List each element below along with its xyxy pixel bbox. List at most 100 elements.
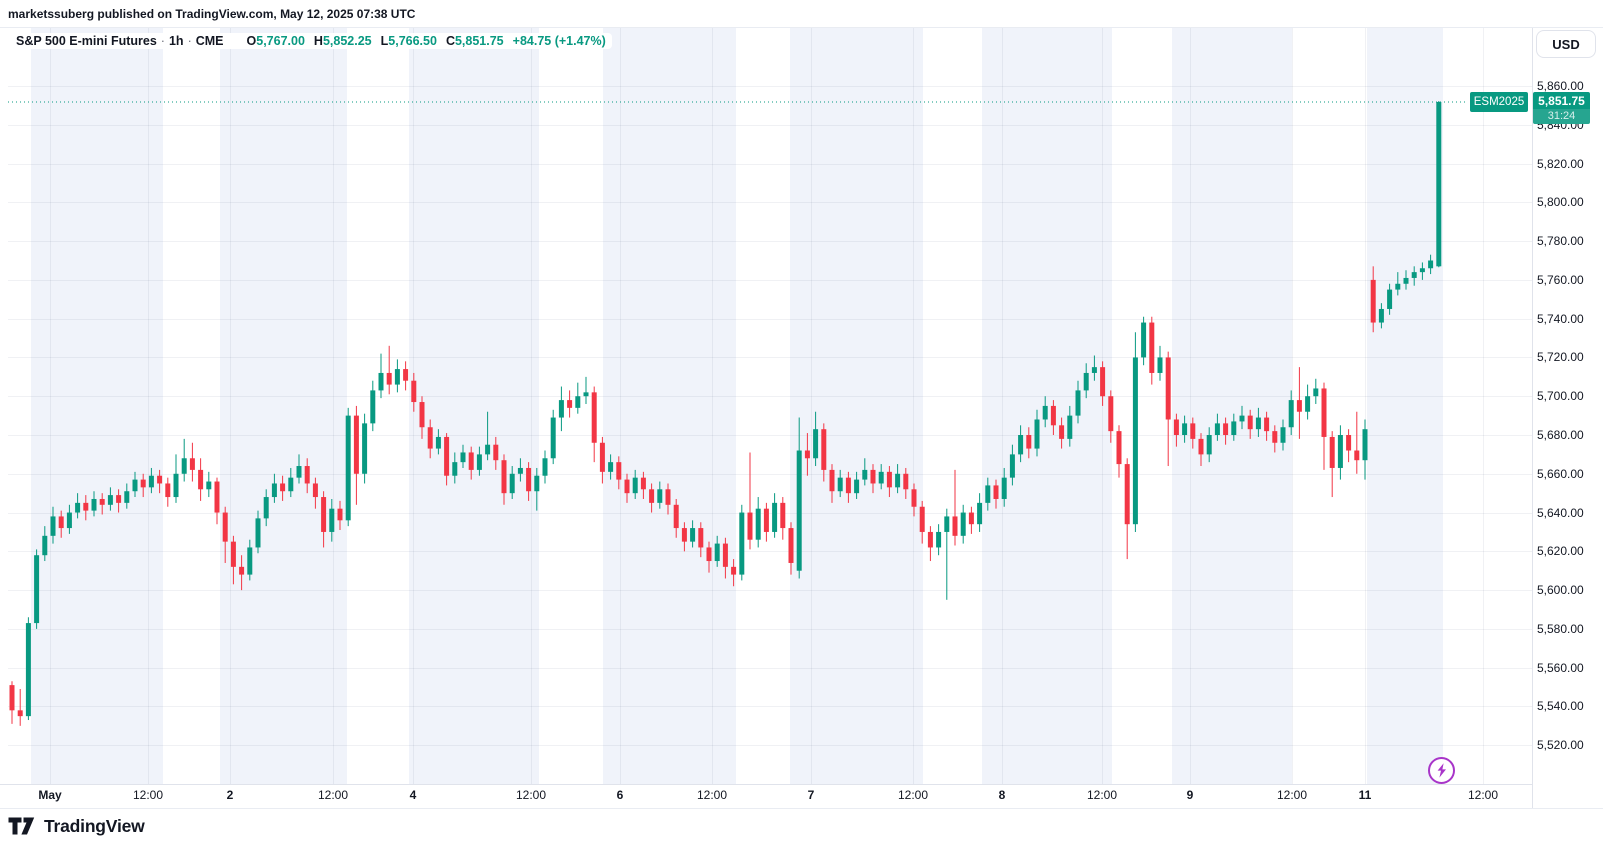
candle-body-down[interactable] [230, 541, 236, 567]
candle-body-up[interactable] [263, 497, 269, 519]
candle-body-down[interactable] [1296, 400, 1302, 412]
candle-body-down[interactable] [1059, 425, 1065, 439]
candle-body-up[interactable] [854, 479, 860, 494]
candle-body-down[interactable] [403, 369, 409, 381]
candle-body-up[interactable] [1436, 101, 1442, 267]
candle-body-down[interactable] [649, 489, 655, 503]
candle-body-down[interactable] [731, 566, 737, 575]
candle-body-up[interactable] [517, 467, 523, 474]
candle-body-up[interactable] [690, 528, 696, 542]
candle-body-up[interactable] [1075, 390, 1081, 416]
candle-body-up[interactable] [476, 454, 482, 470]
candle-body-up[interactable] [1362, 429, 1368, 461]
candle-body-down[interactable] [1264, 417, 1270, 432]
candle-body-down[interactable] [993, 485, 999, 499]
candle-body-down[interactable] [845, 477, 851, 494]
candle-body-down[interactable] [321, 497, 327, 532]
candle-body-down[interactable] [386, 372, 392, 385]
candle-body-down[interactable] [17, 710, 23, 717]
candle-body-up[interactable] [1231, 421, 1237, 436]
candle-body-down[interactable] [886, 471, 892, 488]
candle-body-up[interactable] [148, 475, 154, 488]
candle-body-up[interactable] [107, 495, 113, 505]
candle-body-up[interactable] [288, 477, 294, 492]
candle-body-down[interactable] [903, 473, 909, 490]
candle-body-up[interactable] [66, 512, 72, 529]
candle-body-up[interactable] [936, 531, 942, 548]
candle-body-up[interactable] [1337, 435, 1343, 468]
candle-body-up[interactable] [91, 498, 97, 511]
candle-body-up[interactable] [895, 473, 901, 488]
candle-body-up[interactable] [485, 444, 491, 455]
candle-body-down[interactable] [1026, 435, 1032, 449]
candle-body-up[interactable] [977, 502, 983, 525]
candle-body-up[interactable] [1182, 423, 1188, 436]
candle-body-down[interactable] [673, 504, 679, 529]
candle-body-up[interactable] [657, 489, 663, 503]
candle-body-down[interactable] [665, 489, 671, 505]
candle-body-up[interactable] [558, 400, 564, 418]
candle-body-down[interactable] [968, 512, 974, 525]
candle-body-down[interactable] [1223, 423, 1229, 436]
candle-body-down[interactable] [157, 475, 163, 484]
candle-body-down[interactable] [780, 502, 786, 529]
candle-body-up[interactable] [960, 512, 966, 536]
candle-body-down[interactable] [280, 483, 286, 492]
candle-body-down[interactable] [1190, 423, 1196, 439]
candle-body-down[interactable] [698, 528, 704, 548]
candle-body-down[interactable] [116, 495, 122, 503]
candle-body-up[interactable] [460, 452, 466, 463]
candle-body-up[interactable] [362, 423, 368, 474]
candle-body-down[interactable] [1149, 322, 1155, 373]
candle-body-down[interactable] [501, 460, 507, 494]
candle-body-down[interactable] [9, 685, 15, 711]
candle-body-down[interactable] [1173, 419, 1179, 436]
candle-body-down[interactable] [1116, 431, 1122, 465]
candle-body-up[interactable] [550, 417, 556, 459]
candle-body-up[interactable] [813, 429, 819, 459]
candle-body-down[interactable] [83, 502, 89, 511]
candle-body-up[interactable] [394, 369, 400, 385]
candle-body-up[interactable] [255, 518, 261, 548]
candle-body-up[interactable] [1018, 435, 1024, 455]
candle-body-up[interactable] [755, 508, 761, 540]
candle-body-up[interactable] [575, 396, 581, 408]
candle-body-up[interactable] [173, 473, 179, 498]
candle-body-up[interactable] [878, 471, 884, 484]
candle-body-up[interactable] [944, 516, 950, 532]
candle-body-down[interactable] [493, 444, 499, 461]
candle-body-down[interactable] [198, 469, 204, 490]
candle-body-up[interactable] [50, 516, 56, 536]
candle-body-down[interactable] [821, 429, 827, 470]
candle-body-up[interactable] [1132, 357, 1138, 525]
candle-body-up[interactable] [452, 462, 458, 476]
candle-body-down[interactable] [829, 469, 835, 492]
candle-body-up[interactable] [796, 450, 802, 571]
candle-body-up[interactable] [1403, 277, 1409, 284]
candle-body-up[interactable] [1313, 388, 1319, 397]
candle-body-up[interactable] [378, 372, 384, 391]
candle-body-down[interactable] [411, 380, 417, 403]
candle-body-up[interactable] [714, 543, 720, 562]
candle-body-down[interactable] [952, 516, 958, 536]
candle-body-down[interactable] [870, 469, 876, 484]
candle-body-up[interactable] [206, 481, 212, 490]
candle-body-down[interactable] [616, 462, 622, 480]
candle-body-down[interactable] [140, 479, 146, 488]
candle-body-up[interactable] [1157, 357, 1163, 373]
candle-body-up[interactable] [862, 469, 868, 480]
candle-body-down[interactable] [165, 483, 171, 498]
candle-body-up[interactable] [1255, 417, 1261, 430]
candle-body-up[interactable] [1395, 283, 1401, 290]
candle-body-down[interactable] [214, 481, 220, 513]
candle-body-down[interactable] [1247, 415, 1253, 430]
candle-body-down[interactable] [640, 477, 646, 490]
candle-body-down[interactable] [1124, 464, 1130, 525]
candle-body-down[interactable] [1354, 450, 1360, 461]
candle-body-up[interactable] [329, 508, 335, 532]
candle-body-up[interactable] [608, 462, 614, 472]
candle-body-up[interactable] [296, 466, 302, 478]
candle-body-up[interactable] [1305, 396, 1311, 412]
currency-button[interactable]: USD [1536, 30, 1596, 58]
